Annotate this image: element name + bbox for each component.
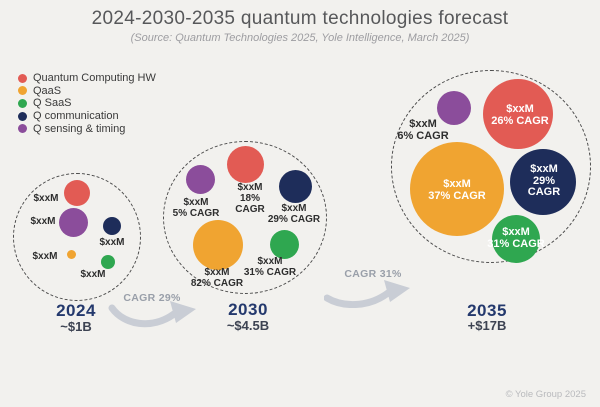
total-label-2035: +$17B	[467, 318, 507, 333]
legend-dot-green-icon	[18, 98, 27, 108]
legend-item-q-sensing-timing: Q sensing & timing	[18, 122, 156, 135]
bubble-value: $xxM	[183, 197, 209, 208]
bubble-cagr: 18% CAGR	[235, 193, 265, 215]
legend-dot-purple-icon	[18, 124, 27, 134]
legend-item-q-communication: Q communication	[18, 110, 156, 123]
bubble-value-2024-q-sensing-timing: $xxM	[30, 216, 56, 227]
legend-label: Q communication	[33, 110, 119, 123]
year-label-2030: 2030	[228, 300, 268, 319]
legend-item-q-saas: Q SaaS	[18, 97, 156, 110]
bubble-2024-qaas	[67, 250, 76, 259]
bubble-2035-quantum-computing-hw	[483, 79, 553, 149]
total-label-2024: ~$1B	[60, 319, 92, 334]
year-label-2035: 2035	[467, 301, 507, 320]
bubble-label-2035-qaas: $xxM 37% CAGR	[415, 178, 499, 202]
bubble-2030-q-saas	[270, 230, 299, 259]
bubble-label-2030-qaas: $xxM 82% CAGR	[182, 267, 252, 289]
page-title: 2024-2030-2035 quantum technologies fore…	[91, 8, 509, 29]
bubble-2035-q-communication	[510, 149, 576, 215]
bubble-2024-q-sensing-timing	[59, 208, 88, 237]
bubble-cagr: 29% CAGR	[527, 174, 561, 198]
bubble-value: $xxM	[204, 267, 230, 278]
bubble-label-2030-quantum-computing-hw: $xxM 18% CAGR	[229, 182, 271, 215]
growth-arrow-icon	[108, 301, 196, 328]
bubble-cagr: 31% CAGR	[243, 267, 297, 278]
group-2035-boundary	[391, 70, 591, 263]
bubble-value-2024-qaas: $xxM	[32, 251, 58, 262]
bubble-label-2035-q-saas: $xxM 31% CAGR	[483, 226, 549, 250]
legend-label: Quantum Computing HW	[33, 72, 156, 85]
bubble-value-2024-quantum-computing-hw: $xxM	[33, 193, 59, 204]
bubble-value-2024-q-saas: $xxM	[80, 269, 106, 280]
bubble-2030-qaas	[193, 220, 243, 270]
bubble-label-2030-q-communication: $xxM 29% CAGR	[260, 203, 328, 225]
bubble-2030-quantum-computing-hw	[227, 146, 264, 183]
group-2030-boundary	[163, 141, 327, 294]
transition-cagr-2024-2030: CAGR 29%	[123, 292, 181, 304]
transition-cagr-2030-2035: CAGR 31%	[344, 268, 402, 280]
bubble-label-2035-q-sensing-timing: $xxM 6% CAGR	[391, 118, 455, 142]
bubble-cagr: 26% CAGR	[491, 114, 549, 127]
bubble-label-2035-q-communication: $xxM 29% CAGR	[519, 163, 569, 199]
bubble-2024-quantum-computing-hw	[64, 180, 90, 206]
bubble-value: $xxM	[530, 163, 558, 175]
bubble-value: $xxM	[443, 178, 471, 190]
legend-dot-orange-icon	[18, 86, 27, 96]
bubble-label-2030-q-sensing-timing: $xxM 5% CAGR	[163, 197, 229, 219]
page-subtitle: (Source: Quantum Technologies 2025, Yole…	[130, 32, 470, 44]
bubble-2035-qaas	[410, 142, 504, 236]
legend-label: Q SaaS	[33, 97, 72, 110]
bubble-value: $xxM	[506, 103, 534, 115]
year-label-2024: 2024	[56, 301, 96, 320]
bubble-value: $xxM	[502, 226, 530, 238]
bubble-label-2035-quantum-computing-hw: $xxM 26% CAGR	[485, 103, 555, 127]
legend-dot-red-icon	[18, 73, 27, 83]
bubble-cagr: 82% CAGR	[190, 278, 244, 289]
bubble-value: $xxM	[281, 203, 307, 214]
group-2024-boundary	[13, 173, 141, 301]
bubble-label-2030-q-saas: $xxM 31% CAGR	[236, 256, 304, 278]
bubble-cagr: 29% CAGR	[267, 214, 321, 225]
bubble-2024-q-saas	[101, 255, 115, 269]
copyright-notice: © Yole Group 2025	[505, 389, 586, 400]
bubble-cagr: 37% CAGR	[428, 189, 486, 202]
bubble-value-2024-q-communication: $xxM	[99, 237, 125, 248]
legend-dot-navy-icon	[18, 111, 27, 121]
bubble-2024-q-communication	[103, 217, 121, 235]
bubble-cagr: 6% CAGR	[397, 129, 449, 142]
bubble-value: $xxM	[257, 256, 283, 267]
bubble-2035-q-sensing-timing	[437, 91, 471, 125]
legend-label: QaaS	[33, 84, 62, 97]
legend-item-quantum-computing-hw: Quantum Computing HW	[18, 72, 156, 85]
growth-arrow-icon	[324, 280, 410, 308]
total-label-2030: ~$4.5B	[226, 318, 270, 333]
bubble-2030-q-sensing-timing	[186, 165, 215, 194]
bubble-cagr: 31% CAGR	[487, 237, 545, 250]
legend: Quantum Computing HW QaaS Q SaaS Q commu…	[18, 72, 156, 135]
bubble-value: $xxM	[237, 182, 263, 193]
bubble-cagr: 5% CAGR	[172, 208, 220, 219]
legend-item-qaas: QaaS	[18, 85, 156, 98]
bubble-2035-q-saas	[492, 215, 540, 263]
legend-label: Q sensing & timing	[33, 122, 126, 135]
bubble-2030-q-communication	[279, 170, 312, 203]
bubble-value: $xxM	[409, 118, 437, 130]
